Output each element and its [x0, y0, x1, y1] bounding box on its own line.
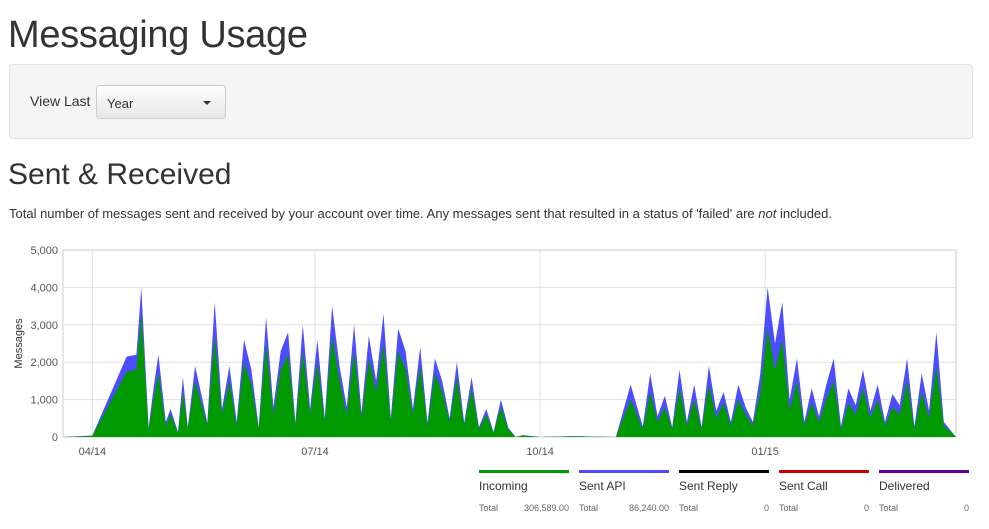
legend-swatch	[779, 470, 869, 473]
x-tick-label: 04/14	[79, 446, 107, 458]
legend-total-value: 0	[963, 503, 969, 513]
legend-series-name: Delivered	[879, 479, 930, 493]
legend-series-name: Sent API	[579, 479, 626, 493]
view-last-selected-value: Year	[107, 96, 134, 111]
y-tick-label: 1,000	[30, 395, 58, 407]
section-description: Total number of messages sent and receiv…	[9, 206, 832, 221]
legend-total-label: Total	[879, 503, 899, 513]
legend-swatch	[879, 470, 969, 473]
filter-panel: View Last Year	[9, 64, 973, 139]
y-tick-label: 3,000	[30, 320, 58, 332]
legend-total-label: Total	[779, 503, 799, 513]
x-tick-label: 07/14	[301, 446, 329, 458]
legend-total-value: 0	[863, 503, 869, 513]
legend-total-label: Total	[679, 503, 699, 513]
legend-swatch	[479, 470, 569, 473]
legend-total-label: Total	[579, 503, 599, 513]
legend-total-value: 306,589.00	[523, 503, 569, 513]
legend-total-value: 0	[763, 503, 769, 513]
section-description-text: Total number of messages sent and receiv…	[9, 206, 759, 221]
section-title: Sent & Received	[8, 158, 232, 191]
x-tick-label: 10/14	[526, 446, 554, 458]
y-tick-label: 0	[52, 432, 58, 444]
y-tick-label: 2,000	[30, 357, 58, 369]
caret-down-icon	[203, 101, 211, 105]
legend-series-name: Incoming	[479, 479, 528, 493]
legend-series-name: Sent Reply	[679, 479, 738, 493]
y-axis-label: Messages	[13, 318, 25, 369]
legend-swatch	[579, 470, 669, 473]
messages-area-chart: 0 1,000 2,000 3,000 4,000 5,000 04/14 07/14 10/1…	[13, 245, 957, 458]
view-last-label: View Last	[30, 93, 91, 109]
legend-total-label: Total	[479, 503, 499, 513]
legend-total-value: 86,240.00	[628, 503, 669, 513]
x-tick-label: 01/15	[751, 446, 779, 458]
y-tick-label: 4,000	[30, 282, 58, 294]
page-title: Messaging Usage	[8, 14, 308, 56]
series-area-incoming	[63, 313, 956, 437]
section-description-text-end: included.	[776, 206, 832, 221]
section-description-emphasis: not	[758, 206, 777, 221]
y-tick-label: 5,000	[30, 245, 58, 257]
legend-series-name: Sent Call	[779, 479, 828, 493]
legend-swatch	[679, 470, 769, 473]
view-last-select[interactable]: Year	[96, 85, 226, 119]
